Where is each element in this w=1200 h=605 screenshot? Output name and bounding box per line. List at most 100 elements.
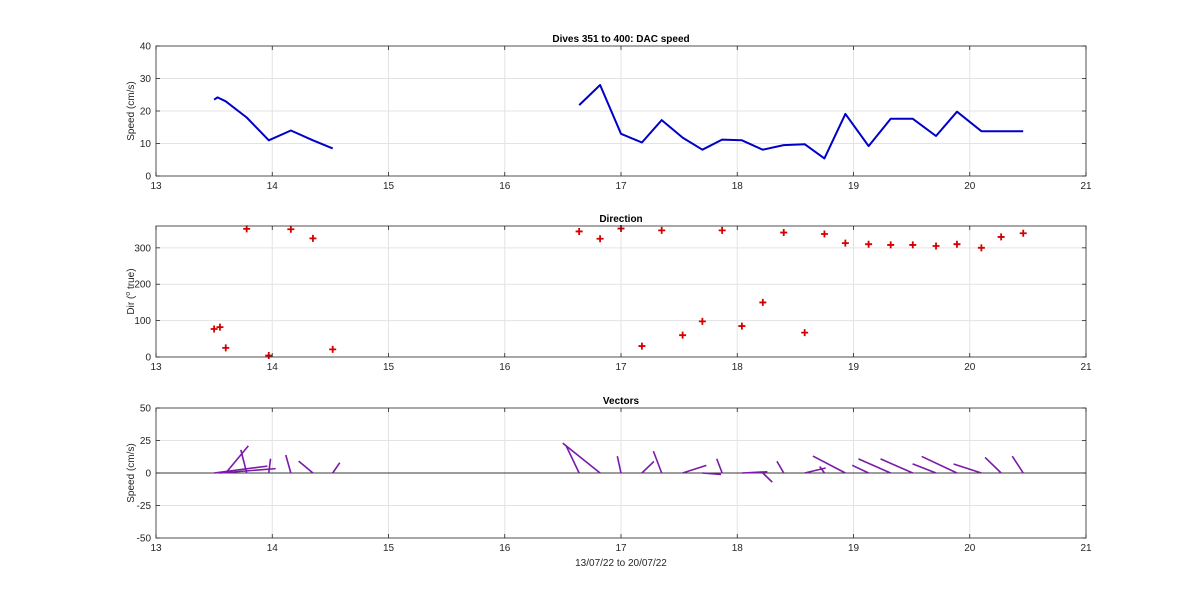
y-tick-label: 200 (134, 280, 151, 291)
vector-stick-18 (762, 472, 773, 483)
y-tick-label: 100 (134, 316, 151, 327)
y-tick-label: 0 (145, 172, 151, 183)
x-tick-label: 18 (732, 543, 744, 554)
x-tick-label: 13 (150, 362, 162, 373)
y-tick-label: 40 (140, 42, 152, 53)
direction-marker-9 (575, 227, 583, 235)
direction-marker-30 (1019, 229, 1027, 237)
x-tick-label: 19 (848, 543, 860, 554)
chart-title: Dives 351 to 400: DAC speed (552, 34, 689, 45)
vector-stick-7 (298, 460, 314, 474)
x-tick-label: 20 (964, 543, 976, 554)
x-tick-label: 17 (615, 543, 627, 554)
vector-stick-8 (332, 462, 341, 474)
vector-stick-23 (851, 464, 869, 474)
vector-stick-15 (702, 472, 722, 476)
direction-marker-25 (909, 241, 917, 249)
x-tick-label: 17 (615, 181, 627, 192)
direction-marker-19 (780, 229, 788, 237)
vector-stick-9 (565, 445, 580, 474)
direction-marker-4 (243, 225, 251, 233)
x-tick-label: 14 (267, 362, 279, 373)
x-tick-label: 17 (615, 362, 627, 373)
x-tick-label: 16 (499, 181, 511, 192)
vector-stick-21 (819, 466, 826, 474)
vector-stick-2 (219, 467, 276, 474)
chart-3: 13 14 15 16 17 18 19 20 21 -50 -25 0 25 50 Vectors Spee… (126, 396, 1092, 569)
x-tick-label: 21 (1080, 181, 1092, 192)
y-tick-label: 0 (145, 353, 151, 364)
vector-stick-24 (858, 458, 892, 474)
vector-stick-30 (1011, 455, 1024, 474)
chart-1: 13 14 15 16 17 18 19 20 21 0 10 20 30 40 Dives 351 to … (126, 34, 1092, 192)
vector-stick-22 (812, 455, 846, 474)
vector-stick-19 (776, 460, 785, 474)
x-tick-label: 13 (150, 543, 162, 554)
x-tick-label: 14 (267, 181, 279, 192)
y-tick-label: -25 (137, 501, 152, 512)
y-tick-label: 50 (140, 404, 152, 415)
direction-marker-8 (329, 345, 337, 353)
x-axis-label: 13/07/22 to 20/07/22 (575, 558, 667, 569)
y-axis-label: Speed (cm/s) (126, 443, 137, 502)
vector-stick-14 (682, 464, 707, 474)
vector-stick-3 (225, 445, 249, 474)
x-tick-label: 18 (732, 362, 744, 373)
x-tick-label: 14 (267, 543, 279, 554)
direction-marker-1 (210, 325, 218, 333)
x-tick-label: 16 (499, 362, 511, 373)
y-tick-label: -50 (137, 534, 152, 545)
direction-marker-26 (932, 242, 940, 250)
direction-marker-21 (820, 230, 828, 238)
direction-marker-14 (679, 331, 687, 339)
vector-stick-17 (741, 470, 768, 474)
x-tick-label: 19 (848, 181, 860, 192)
vector-stick-11 (616, 456, 622, 474)
direction-marker-3 (222, 344, 230, 352)
vector-stick-29 (984, 456, 1002, 474)
y-tick-label: 300 (134, 243, 151, 254)
vector-stick-12 (641, 460, 655, 474)
vector-stick-1 (214, 465, 268, 474)
direction-marker-22 (841, 239, 849, 247)
y-tick-label: 20 (140, 107, 152, 118)
x-tick-label: 20 (964, 362, 976, 373)
vector-stick-16 (715, 458, 723, 474)
vector-stick-25 (880, 458, 914, 474)
x-tick-label: 18 (732, 181, 744, 192)
direction-marker-20 (801, 329, 809, 337)
chart-2: 13 14 15 16 17 18 19 20 21 0 100 200 300 Direction Dir… (125, 214, 1092, 373)
direction-marker-17 (738, 322, 746, 330)
x-tick-label: 16 (499, 543, 511, 554)
direction-marker-13 (658, 226, 666, 234)
direction-marker-23 (865, 240, 873, 248)
y-tick-label: 25 (140, 436, 152, 447)
vector-stick-5 (267, 458, 272, 474)
direction-marker-10 (596, 235, 604, 243)
y-axis-label: Speed (cm/s) (126, 81, 137, 140)
direction-marker-6 (287, 225, 295, 233)
vector-stick-6 (284, 454, 292, 474)
vector-stick-13 (652, 450, 663, 474)
direction-marker-18 (759, 298, 767, 306)
direction-marker-5 (265, 352, 273, 360)
y-tick-label: 10 (140, 139, 152, 150)
direction-marker-7 (309, 234, 317, 242)
x-tick-label: 21 (1080, 543, 1092, 554)
speed-line-segment-1 (213, 96, 334, 150)
x-tick-label: 15 (383, 543, 395, 554)
y-axis-label: Dir (o true) (125, 268, 137, 314)
vector-stick-26 (912, 463, 937, 474)
direction-marker-16 (718, 226, 726, 234)
x-tick-label: 15 (383, 362, 395, 373)
vector-stick-10 (562, 442, 601, 474)
vector-stick-4 (240, 449, 248, 474)
direction-marker-27 (953, 240, 961, 248)
x-tick-label: 13 (150, 181, 162, 192)
x-tick-label: 20 (964, 181, 976, 192)
vector-stick-28 (953, 463, 982, 474)
direction-marker-24 (887, 241, 895, 249)
direction-marker-15 (698, 317, 706, 325)
direction-marker-28 (977, 244, 985, 252)
